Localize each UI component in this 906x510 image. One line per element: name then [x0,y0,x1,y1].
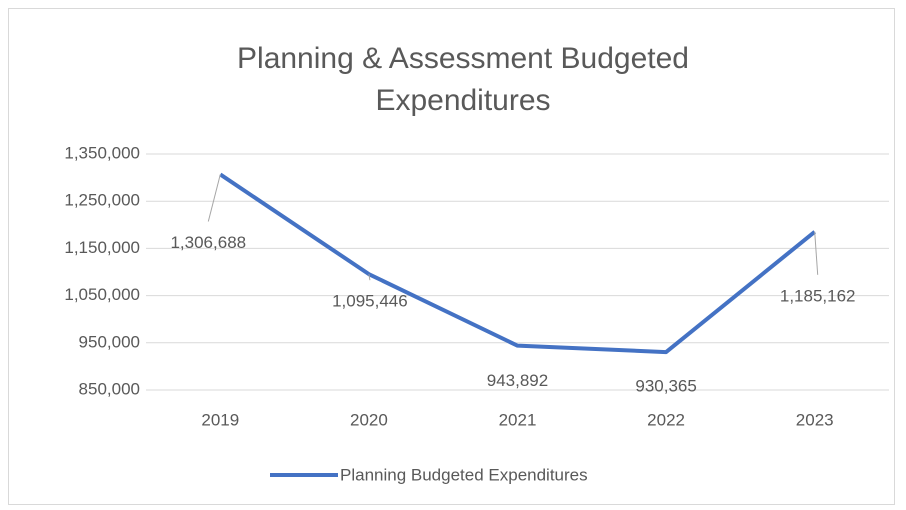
chart-border [8,8,895,505]
x-tick-label: 2019 [201,410,239,429]
data-label: 1,306,688 [170,233,246,252]
series-line [219,172,816,355]
y-tick-label: 1,250,000 [64,191,140,210]
data-label: 943,892 [487,371,548,390]
y-tick-label: 1,150,000 [64,238,140,257]
y-tick-label: 1,050,000 [64,285,140,304]
x-tick-label: 2022 [647,410,685,429]
y-tick-label: 1,350,000 [64,143,140,162]
leader-line [207,174,221,222]
data-label: 930,365 [635,377,696,396]
leader-line [368,274,371,281]
leader-line [814,231,819,275]
x-tick-label: 2023 [796,410,834,429]
y-tick-label: 950,000 [79,332,140,351]
y-tick-label: 850,000 [79,379,140,398]
data-label: 1,095,446 [332,292,408,311]
data-label: 1,185,162 [780,286,856,305]
chart-title: Expenditures [375,84,550,117]
chart-title: Planning & Assessment Budgeted [237,42,689,75]
legend-label: Planning Budgeted Expenditures [340,465,588,484]
x-tick-label: 2021 [499,410,537,429]
x-tick-label: 2020 [350,410,388,429]
